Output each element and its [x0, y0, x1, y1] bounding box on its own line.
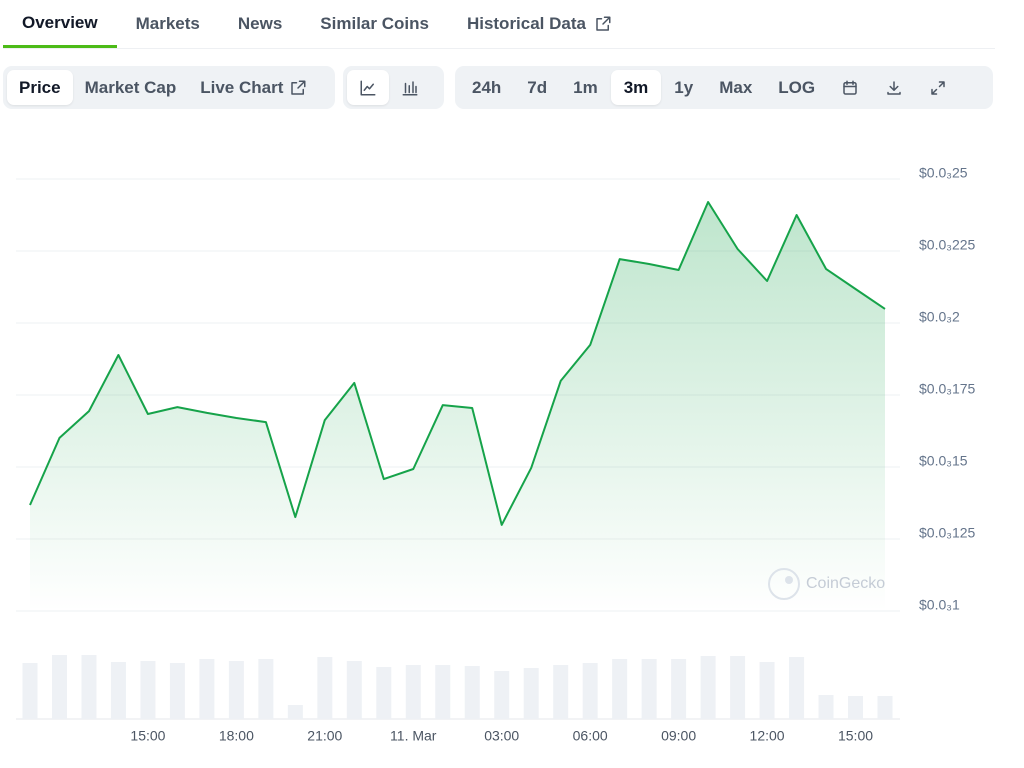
- chart-style-group: [343, 66, 444, 109]
- volume-bar: [759, 662, 775, 719]
- candle-chart-button[interactable]: [389, 70, 431, 105]
- range-button[interactable]: 7d: [514, 70, 560, 105]
- x-tick-label: 12:00: [750, 728, 785, 744]
- range-button[interactable]: 3m: [610, 70, 662, 105]
- volume-bar: [818, 695, 834, 719]
- tab-label: Historical Data: [466, 14, 586, 33]
- volume-bar: [346, 661, 362, 719]
- watermark-text: CoinGecko: [806, 575, 885, 592]
- external-icon: [596, 16, 611, 31]
- volume-bar: [877, 696, 893, 719]
- volume-bar: [140, 661, 156, 719]
- expand-button[interactable]: [916, 70, 960, 105]
- metric-button[interactable]: Market Cap: [73, 70, 189, 105]
- volume-bar: [405, 665, 421, 719]
- volume-bar: [169, 663, 185, 719]
- range-button[interactable]: LOG: [765, 70, 828, 105]
- volume-bar: [199, 659, 215, 719]
- button-label: 1y: [674, 77, 694, 97]
- download-icon: [887, 80, 901, 95]
- volume-bar: [51, 655, 67, 719]
- y-tick-label: $0.0₃125: [919, 525, 976, 541]
- volume-bar: [553, 665, 569, 719]
- volume-bar: [228, 661, 244, 719]
- button-label: LOG: [778, 77, 816, 97]
- volume-bar: [287, 705, 303, 719]
- range-button[interactable]: Max: [706, 70, 765, 105]
- volume-bar: [110, 662, 126, 719]
- button-label: 1m: [573, 77, 598, 97]
- button-label: 3m: [623, 77, 649, 97]
- x-tick-label: 09:00: [661, 728, 696, 744]
- watermark: CoinGecko: [768, 568, 885, 600]
- y-tick-label: $0.0₃2: [919, 309, 960, 325]
- volume-bar: [464, 666, 480, 719]
- volume-bar: [317, 657, 333, 719]
- price-area: [30, 202, 885, 611]
- tab[interactable]: News: [219, 0, 301, 48]
- tab-label: Similar Coins: [320, 14, 429, 33]
- line-icon: [360, 80, 376, 95]
- volume-bar: [848, 696, 864, 719]
- button-label: Live Chart: [200, 77, 284, 97]
- candle-icon: [402, 80, 418, 95]
- button-label: 24h: [472, 77, 502, 97]
- volume-bar: [22, 663, 38, 719]
- x-tick-label: 21:00: [307, 728, 342, 744]
- x-tick-label: 15:00: [130, 728, 165, 744]
- external-icon: [291, 80, 306, 95]
- button-label: Max: [719, 77, 753, 97]
- volume-bar: [700, 656, 716, 719]
- y-tick-label: $0.0₃25: [919, 165, 968, 181]
- line-chart-button[interactable]: [347, 70, 389, 105]
- metric-group: Price Market Cap Live Chart: [3, 66, 335, 109]
- range-group: 24h 7d 1m 3m 1y Max LOG: [455, 66, 993, 109]
- price-line: [29, 201, 886, 526]
- tab-bar: Overview Markets News Similar Coins Hist…: [3, 0, 995, 49]
- tab[interactable]: Markets: [117, 0, 219, 48]
- volume-bar: [523, 668, 539, 719]
- volume-bar: [582, 663, 598, 719]
- range-button[interactable]: 24h: [459, 70, 514, 105]
- tab[interactable]: Historical Data: [448, 0, 631, 48]
- y-tick-label: $0.0₃225: [919, 237, 976, 253]
- expand-icon: [931, 80, 945, 95]
- x-tick-label: 06:00: [573, 728, 608, 744]
- volume-bar: [258, 659, 274, 719]
- metric-button[interactable]: Price: [7, 70, 73, 105]
- metric-button[interactable]: Live Chart: [188, 70, 319, 105]
- x-tick-label: 11. Mar: [390, 728, 437, 744]
- download-button[interactable]: [872, 70, 916, 105]
- x-tick-label: 15:00: [838, 728, 873, 744]
- x-tick-label: 03:00: [484, 728, 519, 744]
- x-tick-label: 18:00: [219, 728, 254, 744]
- calendar-button[interactable]: [828, 70, 872, 105]
- button-label: 7d: [527, 77, 548, 97]
- volume-bar: [435, 665, 451, 719]
- calendar-icon: [843, 80, 857, 95]
- range-button[interactable]: 1y: [661, 70, 706, 105]
- volume-bar: [641, 659, 657, 719]
- range-button[interactable]: 1m: [560, 70, 611, 105]
- tab[interactable]: Similar Coins: [301, 0, 448, 48]
- y-tick-label: $0.0₃175: [919, 381, 976, 397]
- volume-bar: [494, 671, 510, 719]
- volume-bar: [612, 659, 628, 719]
- volume-bar: [671, 659, 687, 719]
- tab[interactable]: Overview: [3, 0, 117, 48]
- volume-bar: [81, 655, 97, 719]
- volume-bar: [789, 657, 805, 719]
- button-label: Market Cap: [84, 77, 177, 97]
- y-tick-label: $0.0₃15: [919, 453, 968, 469]
- tab-label: Overview: [22, 12, 98, 32]
- volume-bar: [376, 667, 392, 719]
- y-tick-label: $0.0₃1: [919, 597, 960, 613]
- tab-label: News: [237, 14, 283, 33]
- button-label: Price: [19, 77, 61, 97]
- volume-bar: [730, 656, 746, 719]
- tab-label: Markets: [135, 14, 200, 33]
